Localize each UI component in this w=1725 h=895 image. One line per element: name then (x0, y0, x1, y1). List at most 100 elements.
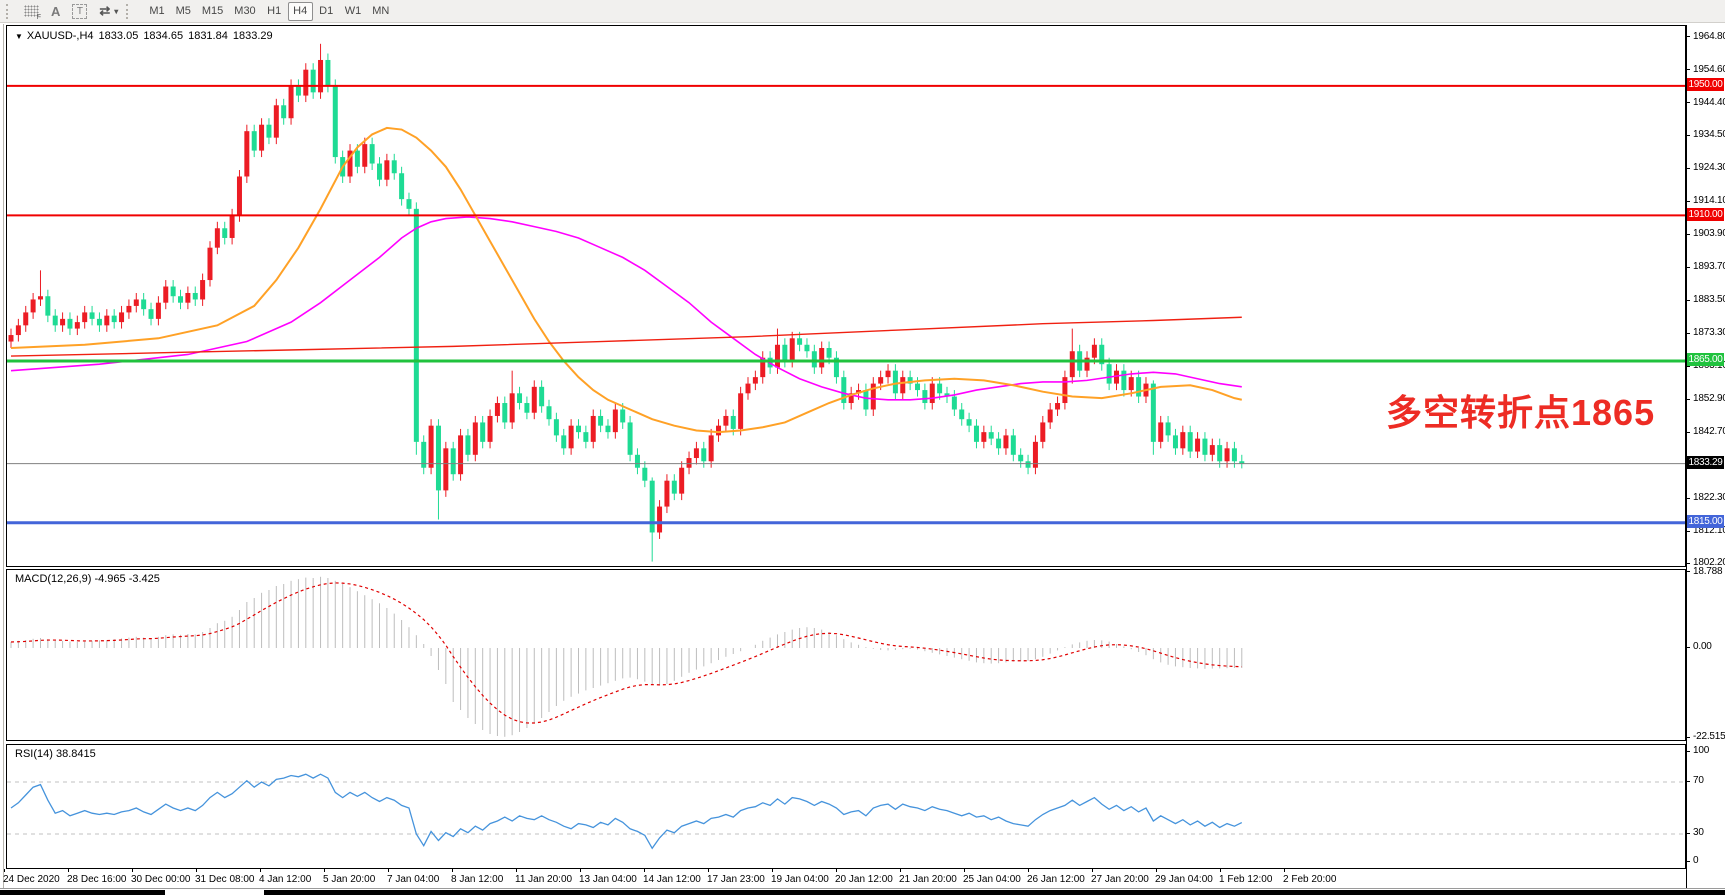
price-axis-label: 1812.10 (1693, 525, 1725, 537)
window-left-edge (3, 24, 4, 888)
time-axis[interactable]: 24 Dec 2020 28 Dec 16:00 30 Dec 00:00 31 De… (0, 869, 1725, 888)
time-axis-label: 7 Jan 04:00 (387, 874, 440, 885)
time-axis-label: 1 Feb 12:00 (1219, 874, 1273, 885)
timeframe-button-h1[interactable]: H1 (262, 2, 287, 21)
timeframe-button-m1[interactable]: M1 (144, 2, 169, 21)
price-axis-tick (1686, 299, 1690, 301)
text-label-icon[interactable]: A (51, 3, 61, 19)
price-axis-label: 1883.50 (1693, 294, 1725, 306)
chart-title: ▼ XAUUSD-,H4 1833.05 1834.65 1831.84 1833.29 (15, 30, 278, 42)
rsi-scale-label: 0 (1693, 855, 1699, 866)
rsi-scale-tick (1686, 860, 1690, 862)
price-axis-label: 1802.20 (1693, 557, 1725, 569)
price-badge-181500: 1815.00 (1687, 515, 1724, 529)
price-axis-label: 1934.50 (1693, 129, 1725, 141)
time-axis-tick (900, 869, 901, 872)
timeframe-button-h4[interactable]: H4 (287, 1, 313, 21)
annotation-text: 多空转折点1865 (1386, 392, 1656, 433)
ohlc-close: 1833.29 (232, 30, 273, 42)
time-axis-tick (1092, 869, 1093, 872)
macd-scale-label: 18.788 (1693, 565, 1723, 577)
time-axis-label: 8 Jan 12:00 (451, 874, 504, 885)
price-badge-186500: 1865.00 (1687, 353, 1724, 367)
price-axis-label: 1893.70 (1693, 261, 1725, 273)
macd-scale-label: -22.515 (1693, 731, 1725, 743)
dropdown-caret-icon[interactable]: ▾ (114, 6, 119, 16)
time-axis-tick (644, 869, 645, 872)
time-axis-label: 20 Jan 12:00 (835, 874, 893, 885)
rsi-canvas[interactable] (7, 745, 1685, 868)
time-axis-label: 5 Jan 20:00 (323, 874, 376, 885)
time-axis-tick (68, 869, 69, 872)
toolbar-grip-2[interactable] (126, 3, 133, 19)
time-axis-tick (196, 869, 197, 872)
price-axis-tick (1686, 167, 1690, 169)
time-axis-tick (708, 869, 709, 872)
symbol-dropdown-icon[interactable]: ▼ (15, 32, 23, 41)
time-axis-tick (4, 869, 5, 872)
window-bottom-border (0, 888, 1725, 889)
rsi-label: RSI(14) 38.8415 (15, 748, 96, 760)
price-axis-tick (1686, 102, 1690, 104)
rsi-pane[interactable]: RSI(14) 38.8415 (6, 744, 1686, 869)
timeframe-button-m15[interactable]: M15 (197, 2, 228, 21)
price-axis-tick (1686, 497, 1690, 499)
candlestick-canvas[interactable] (7, 26, 1685, 566)
time-axis-label: 17 Jan 23:00 (707, 874, 765, 885)
time-axis-label: 13 Jan 04:00 (579, 874, 637, 885)
price-axis-tick (1686, 36, 1690, 38)
macd-canvas[interactable] (7, 570, 1685, 740)
timeframe-button-m5[interactable]: M5 (171, 2, 196, 21)
toolbar-grip[interactable] (6, 3, 13, 19)
price-axis-tick (1686, 69, 1690, 71)
time-axis-label: 31 Dec 08:00 (195, 874, 255, 885)
grid-properties-icon[interactable]: F (24, 5, 41, 21)
time-axis-tick (132, 869, 133, 872)
time-axis-label: 14 Jan 12:00 (643, 874, 701, 885)
price-axis-tick (1686, 530, 1690, 532)
price-axis-label: 1964.80 (1693, 30, 1725, 42)
price-axis-tick (1686, 200, 1690, 202)
time-axis-label: 24 Dec 2020 (3, 874, 60, 885)
time-axis-tick (1220, 869, 1221, 872)
timeframe-button-mn[interactable]: MN (367, 2, 394, 21)
price-axis-tick (1686, 431, 1690, 433)
timeframe-button-w1[interactable]: W1 (340, 2, 367, 21)
price-axis[interactable]: 1964.80 1954.60 1944.40 1934.50 1924.30 1914.… (1686, 0, 1725, 895)
timeframe-button-m30[interactable]: M30 (229, 2, 260, 21)
time-axis-tick (1284, 869, 1285, 872)
timeframe-button-group: M1 M5 M15 M30 H1 H4 D1 W1 MN (144, 1, 394, 21)
price-axis-line (1686, 25, 1687, 888)
price-badge-195000: 1950.00 (1687, 78, 1724, 92)
time-axis-tick (772, 869, 773, 872)
price-axis-label: 1822.30 (1693, 492, 1725, 504)
rsi-scale-label: 30 (1693, 827, 1704, 838)
price-axis-label: 1914.10 (1693, 195, 1725, 207)
ohlc-high: 1834.65 (143, 30, 184, 42)
ohlc-open: 1833.05 (98, 30, 139, 42)
price-axis-label: 1944.40 (1693, 96, 1725, 108)
time-axis-label: 25 Jan 04:00 (963, 874, 1021, 885)
cycle-arr ows-icon[interactable]: ⇄ (99, 3, 111, 18)
time-axis-tick (516, 869, 517, 872)
macd-pane[interactable]: MACD(12,26,9) -4.965 -3.425 (6, 569, 1686, 741)
time-axis-label: 21 Jan 20:00 (899, 874, 957, 885)
rsi-scale-label: 70 (1693, 775, 1704, 786)
time-axis-tick (260, 869, 261, 872)
toolbar: F A T ⇄ ▾ M1 M5 M15 M30 H1 H4 D1 W1 MN (0, 0, 1725, 23)
time-axis-tick (836, 869, 837, 872)
time-axis-tick (964, 869, 965, 872)
taskbar-strip-gap (165, 890, 264, 895)
macd-scale-tick (1686, 736, 1690, 738)
rsi-scale-tick (1686, 750, 1690, 752)
macd-label: MACD(12,26,9) -4.965 -3.425 (15, 573, 160, 585)
price-axis-label: 1852.90 (1693, 393, 1725, 405)
time-axis-label: 4 Jan 12:00 (259, 874, 312, 885)
text-box-icon[interactable]: T (72, 3, 88, 19)
time-axis-tick (388, 869, 389, 872)
timeframe-button-d1[interactable]: D1 (314, 2, 339, 21)
price-badge-191000: 1910.00 (1687, 207, 1724, 221)
main-chart-pane[interactable]: ▼ XAUUSD-,H4 1833.05 1834.65 1831.84 1833.29 … (6, 25, 1686, 567)
time-axis-label: 19 Jan 04:00 (771, 874, 829, 885)
rsi-scale-label: 100 (1693, 745, 1710, 756)
